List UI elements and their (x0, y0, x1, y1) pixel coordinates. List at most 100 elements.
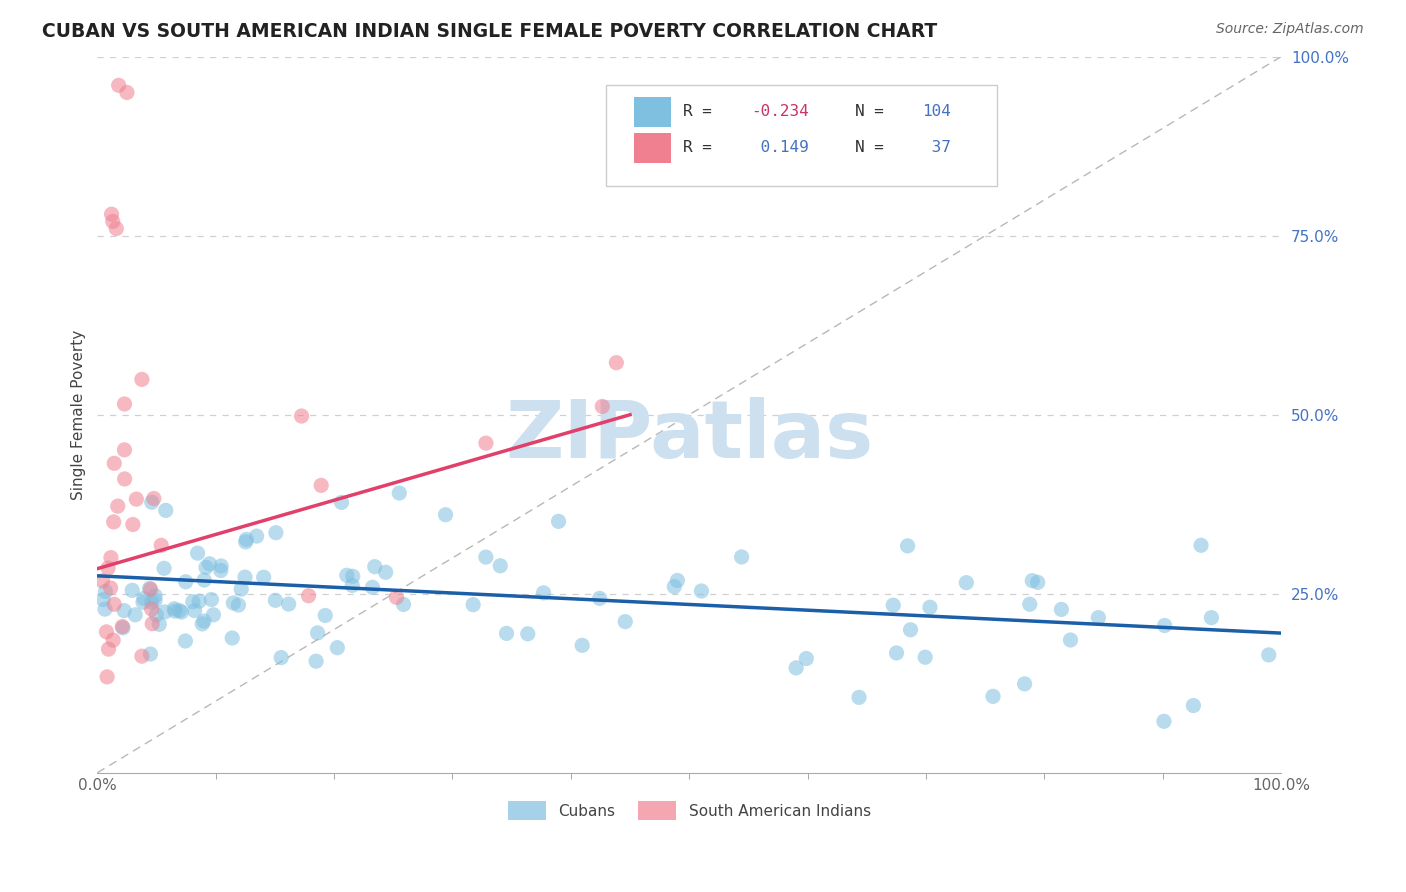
Point (181, 595, 204, 609)
Point (270, 650, 292, 665)
Point (392, 598, 415, 612)
Point (434, 508, 457, 522)
Point (202, 607, 225, 622)
Point (1201, 610, 1223, 624)
Point (1257, 648, 1279, 662)
Point (235, 533, 257, 547)
Point (571, 638, 593, 652)
Point (103, 456, 125, 470)
Point (170, 605, 193, 619)
Point (209, 559, 232, 574)
Point (132, 595, 155, 609)
Point (364, 559, 387, 574)
Point (336, 568, 359, 582)
Point (145, 607, 167, 622)
Point (101, 214, 124, 228)
Text: N =: N = (855, 104, 893, 120)
Point (588, 591, 610, 606)
Point (290, 409, 312, 423)
Text: ZIPatlas: ZIPatlas (505, 397, 873, 475)
Point (121, 583, 143, 598)
Point (886, 646, 908, 660)
Point (148, 617, 170, 632)
Point (198, 557, 221, 571)
Point (141, 602, 163, 616)
Point (1087, 610, 1109, 624)
Point (100, 550, 122, 565)
Point (97, 561, 120, 575)
Point (547, 514, 569, 528)
Point (1153, 714, 1175, 729)
Point (150, 538, 173, 552)
Point (174, 634, 197, 648)
Text: CUBAN VS SOUTH AMERICAN INDIAN SINGLE FEMALE POVERTY CORRELATION CHART: CUBAN VS SOUTH AMERICAN INDIAN SINGLE FE… (42, 22, 938, 41)
Point (918, 600, 941, 615)
Point (195, 560, 218, 574)
Point (155, 503, 177, 517)
Point (163, 601, 186, 615)
Point (955, 575, 977, 590)
Point (114, 397, 136, 411)
Point (143, 589, 166, 603)
Point (900, 623, 922, 637)
Point (666, 574, 689, 588)
Point (131, 372, 153, 386)
Point (188, 594, 211, 608)
Point (183, 604, 205, 618)
Point (326, 640, 349, 655)
Point (1021, 574, 1043, 588)
Point (96, 670, 118, 684)
Point (200, 592, 222, 607)
Point (125, 492, 148, 507)
Point (163, 604, 186, 618)
Point (374, 566, 396, 580)
Point (533, 586, 555, 600)
Point (228, 598, 250, 612)
Point (361, 580, 384, 594)
Point (495, 626, 517, 640)
Text: R =: R = (683, 104, 721, 120)
Point (107, 78, 129, 93)
Point (111, 619, 134, 633)
Point (475, 436, 498, 450)
Point (193, 573, 215, 587)
Point (314, 608, 336, 623)
Point (139, 582, 162, 597)
Point (132, 591, 155, 606)
Point (253, 570, 276, 584)
Point (153, 605, 176, 619)
Point (191, 616, 214, 631)
Point (1018, 597, 1040, 611)
Point (785, 661, 807, 675)
Point (142, 491, 165, 506)
Point (103, 598, 125, 612)
Point (124, 607, 146, 622)
Point (981, 690, 1004, 704)
Point (794, 651, 817, 665)
Point (664, 580, 686, 594)
Point (605, 356, 627, 370)
Y-axis label: Single Female Poverty: Single Female Poverty (72, 329, 86, 500)
Point (141, 595, 163, 609)
Point (882, 598, 904, 612)
Point (264, 525, 287, 540)
Point (174, 574, 197, 589)
FancyBboxPatch shape (634, 96, 672, 127)
Point (1153, 618, 1175, 632)
Point (1189, 538, 1212, 552)
Point (153, 561, 176, 575)
Point (141, 616, 163, 631)
Text: -0.234: -0.234 (751, 104, 808, 120)
Point (94, 584, 117, 599)
Point (112, 604, 135, 618)
Text: 37: 37 (922, 140, 952, 155)
Point (91, 574, 114, 588)
Point (385, 591, 408, 605)
Point (91, 592, 114, 607)
Point (307, 626, 329, 640)
Point (1182, 698, 1205, 713)
Text: 0.149: 0.149 (751, 140, 808, 155)
Point (475, 550, 498, 565)
Point (143, 593, 166, 607)
Point (591, 400, 613, 414)
